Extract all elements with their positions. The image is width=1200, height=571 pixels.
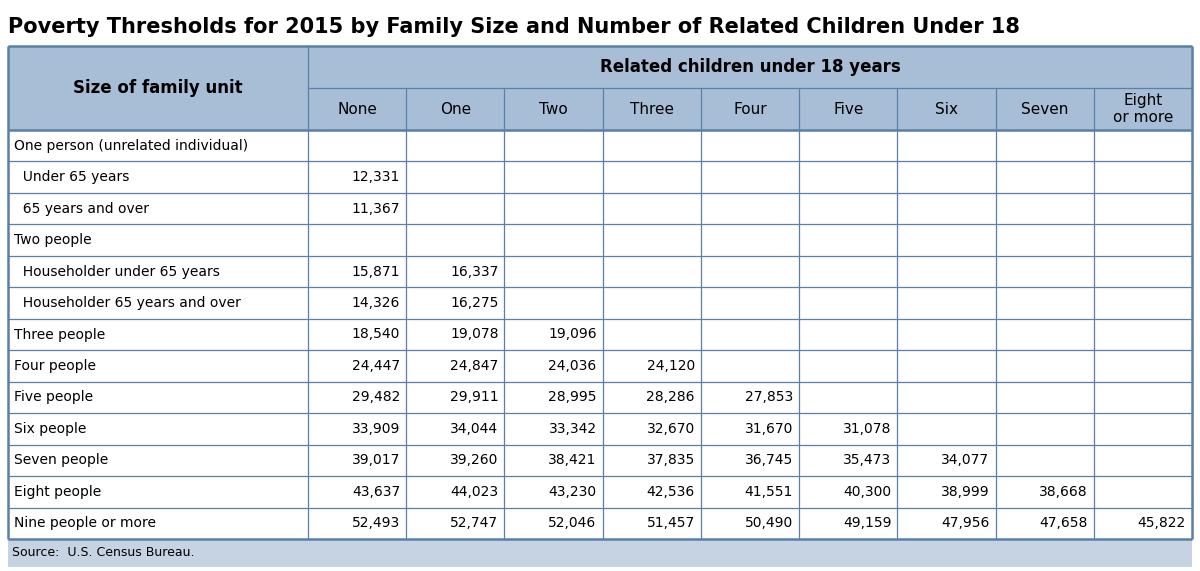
- Text: 47,956: 47,956: [941, 516, 990, 530]
- Text: 45,822: 45,822: [1138, 516, 1186, 530]
- Bar: [8, 46, 1192, 88]
- Text: Four: Four: [733, 102, 767, 116]
- Text: 39,017: 39,017: [352, 453, 401, 467]
- Text: 29,911: 29,911: [450, 391, 498, 404]
- Text: 47,658: 47,658: [1039, 516, 1087, 530]
- Text: Eight people: Eight people: [14, 485, 101, 499]
- Text: 14,326: 14,326: [352, 296, 401, 310]
- Text: 35,473: 35,473: [844, 453, 892, 467]
- Text: 16,275: 16,275: [450, 296, 498, 310]
- Text: Householder 65 years and over: Householder 65 years and over: [14, 296, 241, 310]
- Text: 38,999: 38,999: [941, 485, 990, 499]
- Text: 51,457: 51,457: [647, 516, 695, 530]
- Text: 24,847: 24,847: [450, 359, 498, 373]
- Text: Four people: Four people: [14, 359, 96, 373]
- Text: Two: Two: [539, 102, 568, 116]
- Text: Householder under 65 years: Householder under 65 years: [14, 264, 220, 279]
- Text: Seven: Seven: [1021, 102, 1068, 116]
- Text: 36,745: 36,745: [745, 453, 793, 467]
- Text: 18,540: 18,540: [352, 328, 401, 341]
- Text: Nine people or more: Nine people or more: [14, 516, 156, 530]
- Bar: [8, 88, 1192, 130]
- Text: 27,853: 27,853: [745, 391, 793, 404]
- Text: Source:  U.S. Census Bureau.: Source: U.S. Census Bureau.: [12, 546, 194, 560]
- Text: 49,159: 49,159: [842, 516, 892, 530]
- Text: 11,367: 11,367: [352, 202, 401, 216]
- Text: 33,342: 33,342: [548, 422, 596, 436]
- Text: Under 65 years: Under 65 years: [14, 170, 130, 184]
- Text: Two people: Two people: [14, 233, 91, 247]
- Text: 65 years and over: 65 years and over: [14, 202, 149, 216]
- Text: One person (unrelated individual): One person (unrelated individual): [14, 139, 248, 152]
- Text: Poverty Thresholds for 2015 by Family Size and Number of Related Children Under : Poverty Thresholds for 2015 by Family Si…: [8, 17, 1020, 37]
- Text: Five: Five: [833, 102, 864, 116]
- Text: None: None: [337, 102, 377, 116]
- Text: 24,036: 24,036: [548, 359, 596, 373]
- Text: Six people: Six people: [14, 422, 86, 436]
- Text: Related children under 18 years: Related children under 18 years: [600, 58, 900, 76]
- Text: 52,747: 52,747: [450, 516, 498, 530]
- Text: 38,421: 38,421: [548, 453, 596, 467]
- Text: 50,490: 50,490: [745, 516, 793, 530]
- Text: 34,044: 34,044: [450, 422, 498, 436]
- Text: Three people: Three people: [14, 328, 106, 341]
- Text: One: One: [439, 102, 470, 116]
- Text: 33,909: 33,909: [352, 422, 401, 436]
- Text: Size of family unit: Size of family unit: [73, 79, 242, 97]
- Text: 29,482: 29,482: [352, 391, 401, 404]
- Text: 19,078: 19,078: [450, 328, 498, 341]
- Text: 44,023: 44,023: [450, 485, 498, 499]
- Text: 34,077: 34,077: [942, 453, 990, 467]
- Text: Three: Three: [630, 102, 673, 116]
- Text: 43,230: 43,230: [548, 485, 596, 499]
- Text: Six: Six: [935, 102, 958, 116]
- Text: 52,493: 52,493: [352, 516, 401, 530]
- Text: 12,331: 12,331: [352, 170, 401, 184]
- Text: Eight
or more: Eight or more: [1112, 93, 1174, 125]
- Text: 19,096: 19,096: [548, 328, 596, 341]
- Text: 41,551: 41,551: [745, 485, 793, 499]
- Text: 40,300: 40,300: [844, 485, 892, 499]
- Text: 32,670: 32,670: [647, 422, 695, 436]
- Text: 28,286: 28,286: [647, 391, 695, 404]
- Bar: [8, 539, 1192, 567]
- Text: 43,637: 43,637: [352, 485, 401, 499]
- Text: 52,046: 52,046: [548, 516, 596, 530]
- Text: 42,536: 42,536: [647, 485, 695, 499]
- Text: 15,871: 15,871: [352, 264, 401, 279]
- Text: Seven people: Seven people: [14, 453, 108, 467]
- Text: 38,668: 38,668: [1039, 485, 1087, 499]
- Text: 31,078: 31,078: [842, 422, 892, 436]
- Text: 31,670: 31,670: [745, 422, 793, 436]
- Text: 24,447: 24,447: [352, 359, 401, 373]
- Text: 28,995: 28,995: [548, 391, 596, 404]
- Text: 39,260: 39,260: [450, 453, 498, 467]
- Text: 16,337: 16,337: [450, 264, 498, 279]
- Text: Five people: Five people: [14, 391, 94, 404]
- Text: 24,120: 24,120: [647, 359, 695, 373]
- Text: 37,835: 37,835: [647, 453, 695, 467]
